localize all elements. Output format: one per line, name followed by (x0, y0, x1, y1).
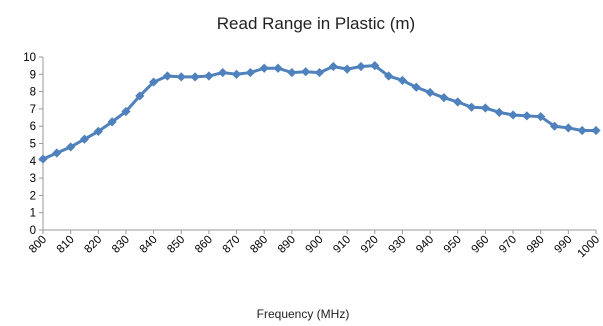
y-tick-label: 4 (30, 156, 37, 168)
x-tick-label: 810 (55, 234, 77, 256)
data-point (149, 77, 159, 87)
data-point (176, 72, 186, 82)
x-tick-label: 960 (469, 234, 491, 256)
x-tick-label: 950 (442, 234, 464, 256)
data-point (480, 103, 490, 113)
y-tick-label: 8 (30, 87, 36, 99)
x-tick-label: 1000 (576, 234, 603, 261)
x-tick-label: 850 (165, 234, 187, 256)
data-point (135, 91, 145, 101)
data-point (549, 121, 560, 131)
y-tick-label: 1 (30, 208, 36, 220)
x-tick-label: 830 (110, 234, 132, 256)
x-tick-label: 920 (359, 234, 381, 256)
data-point (273, 63, 283, 73)
x-tick-label: 980 (525, 234, 547, 256)
data-point (342, 64, 352, 74)
x-tick-label: 870 (221, 234, 243, 256)
data-point (411, 82, 421, 92)
data-point (397, 75, 408, 85)
data-point (162, 71, 173, 81)
data-point (439, 93, 449, 103)
x-tick-label: 860 (193, 234, 215, 256)
data-point (536, 112, 546, 122)
x-tick-label: 900 (304, 234, 326, 256)
data-point (301, 67, 311, 77)
y-axis: 0 1 2 3 4 5 6 7 8 9 10 (23, 52, 44, 237)
y-tick-label: 9 (30, 69, 36, 81)
x-tick-label: 840 (138, 234, 160, 256)
y-tick-label: 5 (30, 139, 36, 151)
data-point (328, 61, 338, 72)
data-point (453, 97, 463, 107)
data-point (107, 117, 117, 127)
data-point (508, 110, 518, 120)
x-tick-label: 910 (331, 234, 353, 256)
data-point (370, 61, 380, 71)
y-tick-label: 10 (23, 52, 36, 64)
x-tick-label: 990 (552, 234, 574, 256)
x-axis: 800 810 820 830 840 850 860 870 880 890 900 910 920 9… (27, 229, 603, 261)
data-point (384, 71, 394, 81)
y-tick-label: 2 (30, 190, 36, 202)
data-point (79, 134, 90, 144)
data-point (591, 125, 601, 136)
data-point (38, 154, 48, 164)
data-point (259, 63, 269, 73)
data-point (356, 61, 366, 72)
data-point (245, 67, 255, 78)
data-point (121, 106, 131, 117)
data-point (287, 67, 297, 78)
x-tick-label: 940 (414, 234, 436, 256)
data-point (218, 67, 228, 78)
data-point (314, 67, 325, 78)
x-tick-label: 880 (248, 234, 270, 256)
data-point (522, 111, 532, 121)
data-point (231, 69, 242, 79)
y-tick-label: 7 (30, 104, 36, 116)
x-axis-title: Frequency (MHz) (257, 307, 350, 321)
x-tick-label: 890 (276, 234, 298, 256)
y-tick-label: 6 (30, 121, 36, 133)
data-point (190, 72, 200, 82)
y-tick-label: 0 (30, 225, 36, 237)
data-point (425, 87, 435, 98)
data-point (204, 71, 214, 81)
data-point (66, 142, 76, 152)
x-tick-label: 970 (497, 234, 519, 256)
data-point (563, 123, 573, 133)
data-point (93, 126, 103, 136)
x-tick-label: 820 (82, 234, 104, 256)
y-tick-label: 3 (30, 173, 36, 185)
data-point (52, 148, 62, 158)
x-tick-label: 930 (387, 234, 409, 256)
series-layer (38, 61, 601, 164)
data-point (577, 125, 587, 136)
chart-title: Read Range in Plastic (m) (217, 14, 415, 33)
data-point (466, 102, 477, 112)
data-point (494, 107, 504, 117)
